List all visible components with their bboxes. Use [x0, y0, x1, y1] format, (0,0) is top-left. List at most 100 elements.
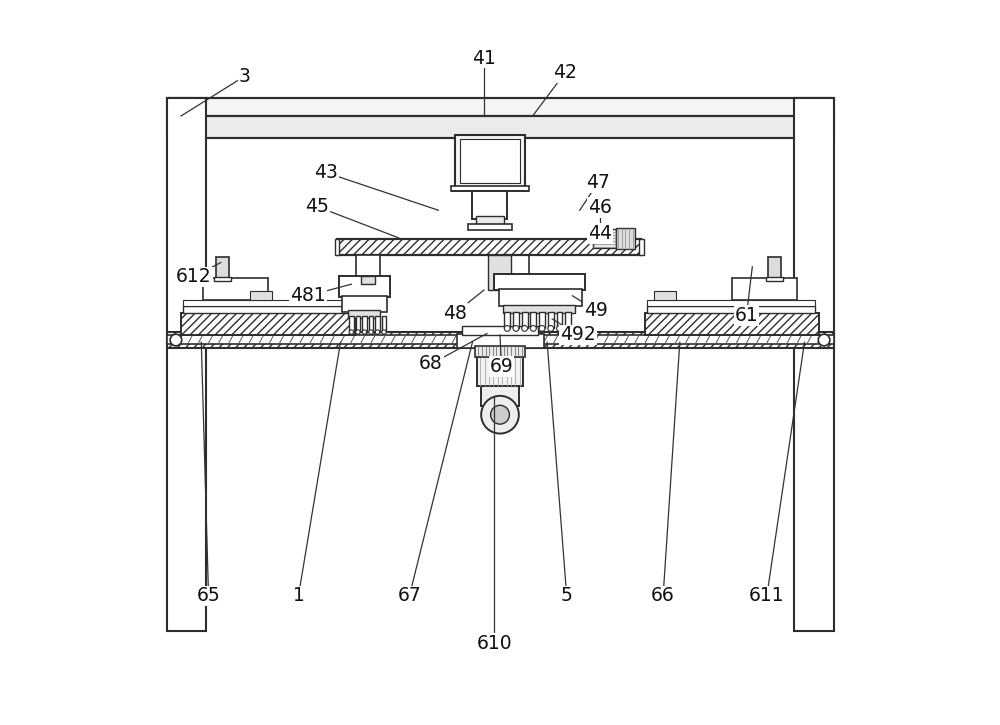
- Text: 5: 5: [561, 587, 573, 605]
- Circle shape: [548, 326, 554, 331]
- Circle shape: [565, 326, 571, 331]
- Bar: [616, 228, 635, 249]
- Circle shape: [349, 330, 354, 334]
- Text: 1: 1: [293, 587, 304, 605]
- Circle shape: [170, 334, 182, 346]
- Circle shape: [818, 334, 830, 346]
- Bar: [647, 300, 815, 306]
- Bar: [183, 306, 351, 313]
- Circle shape: [362, 330, 367, 334]
- Bar: [645, 313, 819, 335]
- Circle shape: [382, 330, 386, 334]
- Text: 48: 48: [443, 304, 467, 323]
- Circle shape: [591, 233, 601, 244]
- Circle shape: [356, 330, 360, 334]
- Bar: [794, 98, 834, 631]
- Bar: [337, 239, 641, 255]
- Bar: [183, 300, 351, 306]
- Bar: [766, 277, 783, 281]
- Circle shape: [504, 326, 510, 331]
- Bar: [481, 386, 519, 406]
- Text: 65: 65: [197, 587, 220, 605]
- Bar: [475, 346, 525, 357]
- Bar: [216, 257, 229, 278]
- Bar: [451, 186, 529, 191]
- Text: 49: 49: [584, 301, 608, 320]
- Circle shape: [539, 326, 545, 331]
- Bar: [356, 316, 360, 332]
- Bar: [565, 312, 571, 328]
- Bar: [732, 278, 797, 300]
- Text: 46: 46: [588, 198, 612, 217]
- Circle shape: [530, 326, 536, 331]
- Bar: [654, 291, 676, 300]
- Bar: [166, 98, 206, 631]
- Bar: [513, 312, 519, 328]
- Bar: [375, 316, 380, 332]
- Bar: [468, 224, 512, 230]
- Bar: [166, 116, 834, 138]
- Text: 611: 611: [749, 587, 785, 605]
- Bar: [214, 277, 231, 281]
- Bar: [530, 312, 536, 328]
- Text: 3: 3: [239, 67, 251, 86]
- Text: 492: 492: [560, 326, 596, 344]
- Text: 47: 47: [586, 173, 610, 192]
- Bar: [499, 289, 582, 306]
- Bar: [539, 312, 545, 328]
- Bar: [455, 135, 525, 187]
- Bar: [488, 255, 511, 290]
- Bar: [647, 306, 815, 313]
- Bar: [503, 304, 575, 313]
- Text: 45: 45: [305, 197, 329, 216]
- Bar: [557, 312, 562, 328]
- Bar: [181, 313, 355, 335]
- Bar: [203, 278, 268, 300]
- Bar: [348, 310, 380, 318]
- Text: 61: 61: [735, 306, 758, 325]
- Text: 67: 67: [398, 587, 421, 605]
- Bar: [477, 357, 523, 386]
- Bar: [166, 335, 834, 344]
- Bar: [548, 312, 554, 328]
- Text: 69: 69: [490, 357, 513, 376]
- Bar: [639, 239, 644, 255]
- Bar: [504, 312, 510, 328]
- Bar: [361, 276, 375, 284]
- Text: 44: 44: [588, 224, 612, 243]
- Bar: [166, 98, 834, 116]
- Text: 481: 481: [290, 286, 326, 305]
- Text: 42: 42: [553, 63, 577, 82]
- Circle shape: [522, 326, 528, 331]
- Bar: [166, 332, 834, 348]
- Bar: [456, 334, 544, 348]
- Bar: [250, 291, 272, 300]
- Bar: [342, 296, 387, 312]
- Bar: [369, 316, 373, 332]
- Circle shape: [491, 405, 509, 424]
- Bar: [460, 139, 520, 183]
- Text: 612: 612: [176, 268, 212, 286]
- Bar: [472, 191, 507, 219]
- Bar: [382, 316, 386, 332]
- Bar: [349, 316, 354, 332]
- Circle shape: [369, 330, 373, 334]
- Bar: [362, 316, 367, 332]
- Bar: [339, 276, 390, 297]
- Bar: [593, 229, 616, 248]
- Circle shape: [375, 330, 380, 334]
- Bar: [476, 216, 504, 225]
- Bar: [335, 239, 339, 255]
- Circle shape: [513, 326, 519, 331]
- Text: 68: 68: [419, 355, 443, 373]
- Bar: [768, 257, 781, 278]
- Text: 66: 66: [651, 587, 675, 605]
- Bar: [522, 312, 528, 328]
- Circle shape: [557, 326, 562, 331]
- Circle shape: [481, 396, 519, 434]
- Text: 41: 41: [472, 49, 496, 67]
- Bar: [462, 326, 538, 335]
- Text: 43: 43: [314, 163, 338, 182]
- Text: 610: 610: [476, 634, 512, 653]
- Bar: [494, 274, 585, 290]
